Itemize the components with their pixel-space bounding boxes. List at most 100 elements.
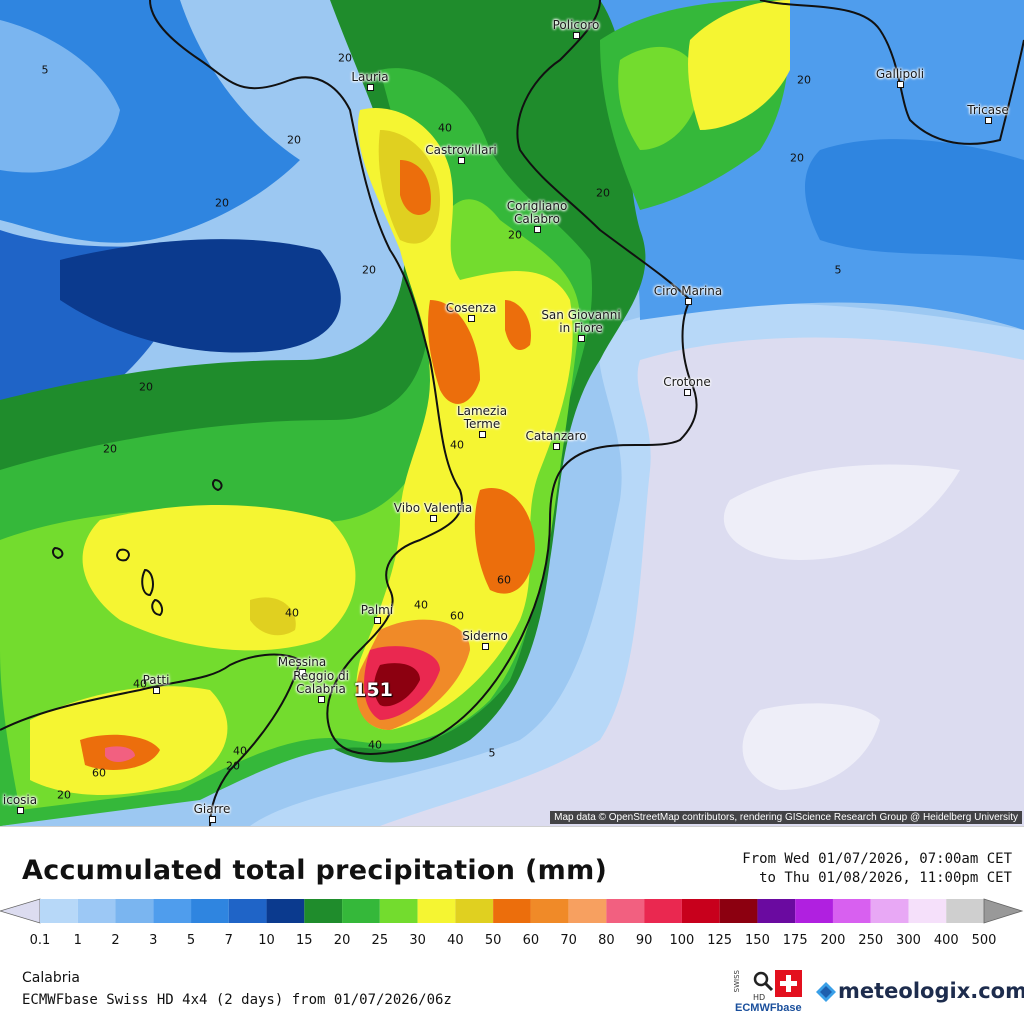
precip-sicily-80mm	[105, 746, 135, 762]
color-scale-bar	[0, 898, 1024, 924]
city-marker	[209, 816, 216, 823]
magnifier-icon	[753, 971, 774, 992]
coastline-calabria	[149, 0, 698, 755]
coastline-salento	[759, 0, 1024, 145]
scale-swatch	[77, 899, 116, 923]
region-name: Calabria	[22, 970, 80, 986]
city-marker	[479, 431, 486, 438]
precip-band-01mm	[380, 337, 1024, 826]
city-marker	[985, 117, 992, 124]
precip-ne-40mm	[688, 0, 790, 130]
precip-west-15mm	[60, 239, 341, 353]
scale-label: 70	[560, 933, 577, 948]
scale-label: 100	[669, 933, 695, 948]
model-info: ECMWFbase Swiss HD 4x4 (2 days) from 01/…	[22, 992, 452, 1008]
contour-label: 60	[497, 573, 511, 587]
contour-label: 5	[488, 746, 496, 760]
city-label: Palmi	[360, 603, 394, 617]
city-label: Siderno	[462, 629, 508, 643]
scale-label: 5	[186, 933, 196, 948]
city-label: Corigliano Calabro	[506, 199, 568, 226]
city-label: Tricase	[967, 103, 1009, 117]
scale-swatch	[417, 899, 456, 923]
scale-swatch	[379, 899, 418, 923]
contour-label: 20	[338, 51, 352, 65]
divider	[0, 826, 1024, 827]
scale-label: 20	[333, 933, 351, 948]
contour-label: 40	[233, 744, 247, 758]
scale-swatch	[606, 899, 645, 923]
city-label: Lamezia Terme	[456, 404, 508, 431]
city-label: Gallipoli	[875, 67, 925, 81]
contour-label: 20	[287, 133, 301, 147]
scale-swatch	[757, 899, 796, 923]
city-label: Castrovillari	[425, 143, 497, 157]
scale-label: 90	[635, 933, 653, 948]
city-marker	[897, 81, 904, 88]
legend-title: Accumulated total precipitation (mm)	[22, 855, 608, 886]
precipitation-map[interactable]: Policoro Gallipoli Tricase Lauria Castrovill…	[0, 0, 1024, 826]
scale-swatch	[304, 899, 343, 923]
scale-label: 2	[111, 933, 120, 948]
contour-label: 20	[226, 759, 240, 773]
meteologix-logo-icon[interactable]	[814, 980, 838, 1004]
scale-label: 40	[447, 933, 464, 948]
city-label: Cosenza	[445, 301, 497, 315]
precip-band-7mm	[805, 139, 1024, 260]
city-label: icosia	[2, 793, 38, 807]
swiss-label: SWISS	[733, 970, 741, 993]
scale-label: 25	[371, 933, 389, 948]
scale-swatch	[908, 899, 947, 923]
scale-swatch	[228, 899, 267, 923]
period-end: to Thu 01/08/2026, 11:00pm CET	[759, 870, 1012, 886]
city-label: Lauria	[351, 70, 389, 84]
scale-label: 150	[745, 933, 770, 948]
scale-label: 1	[73, 933, 82, 948]
scale-swatch	[870, 899, 909, 923]
scale-label: 3	[149, 933, 158, 948]
city-marker	[553, 443, 560, 450]
scale-swatch	[191, 899, 229, 923]
precip-band-150mm	[374, 663, 420, 707]
city-marker	[684, 389, 691, 396]
contour-label: 20	[215, 196, 229, 210]
precip-west-3mm	[0, 20, 120, 173]
swiss-cross-icon	[775, 970, 802, 997]
period-start: From Wed 01/07/2026, 07:00am CET	[742, 851, 1012, 867]
scale-label: 7	[224, 933, 233, 948]
contour-label: 20	[57, 788, 71, 802]
aeolian-islands	[52, 478, 223, 617]
precip-patch-lowest-2	[742, 703, 880, 790]
precip-band-50mm-tyrrhenian	[250, 597, 296, 636]
contour-label: 40	[133, 677, 147, 691]
scale-swatch	[455, 899, 494, 923]
hd-label: HD	[753, 993, 766, 1002]
scale-label: 30	[409, 933, 426, 948]
scale-label: 10	[258, 933, 275, 948]
scale-swatch	[719, 899, 758, 923]
scale-swatch	[795, 899, 833, 923]
meteologix-brand[interactable]: meteologix.com	[838, 979, 1024, 1003]
map-layers	[0, 0, 1024, 826]
forecast-period: From Wed 01/07/2026, 07:00am CET to Thu …	[742, 850, 1012, 888]
scale-label: 200	[820, 933, 846, 948]
scale-label: 175	[782, 933, 808, 948]
contour-label: 40	[450, 438, 464, 452]
city-marker	[685, 298, 692, 305]
city-marker	[318, 696, 325, 703]
scale-swatch	[946, 899, 984, 923]
city-marker	[367, 84, 374, 91]
contour-label: 20	[508, 228, 522, 242]
contour-label: 40	[414, 598, 428, 612]
scale-label: 125	[707, 933, 733, 948]
scale-arrow-left	[0, 898, 41, 924]
city-label: Reggio di Calabria	[293, 669, 349, 696]
precip-band-60mm-serre	[474, 488, 535, 594]
scale-label: 500	[971, 933, 997, 948]
city-marker	[578, 335, 585, 342]
scale-label: 80	[598, 933, 615, 948]
city-marker	[573, 32, 580, 39]
map-attribution: Map data © OpenStreetMap contributors, r…	[550, 811, 1022, 824]
city-marker	[430, 515, 437, 522]
contour-label: 5	[41, 63, 49, 77]
